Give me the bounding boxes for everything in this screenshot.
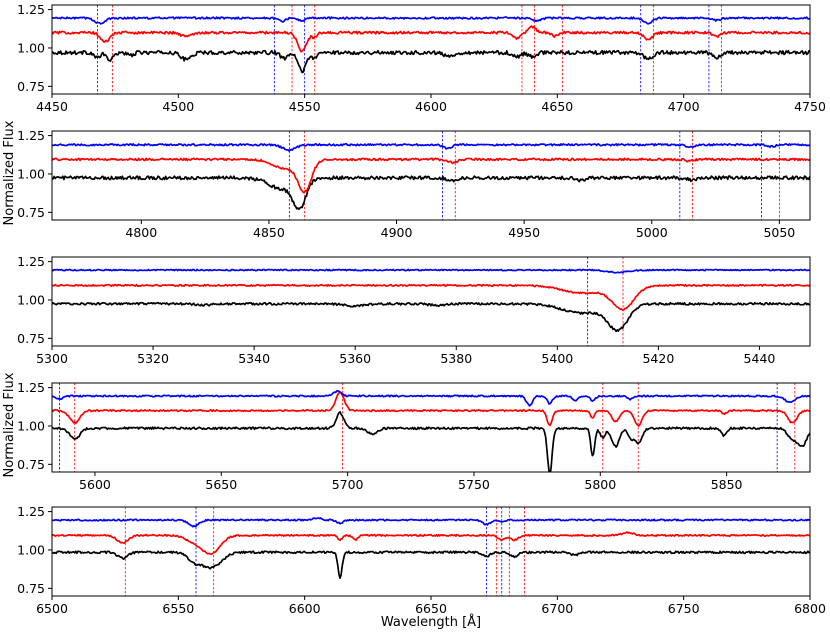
x-tick-label: 5380 bbox=[440, 351, 472, 366]
x-tick-label: 5420 bbox=[642, 351, 674, 366]
spectrum-series-blue bbox=[52, 390, 810, 407]
x-tick-label: 4750 bbox=[794, 99, 826, 114]
x-tick-label: 4900 bbox=[381, 225, 413, 240]
x-tick-label: 4500 bbox=[162, 99, 194, 114]
y-tick-label: 1.00 bbox=[17, 542, 45, 557]
spectrum-series-red bbox=[52, 531, 810, 556]
x-tick-label: 6550 bbox=[162, 601, 194, 616]
x-tick-label: 5000 bbox=[636, 225, 668, 240]
x-tick-label: 5750 bbox=[458, 477, 490, 492]
spectrum-series-black bbox=[52, 301, 810, 333]
y-tick-label: 1.25 bbox=[17, 504, 45, 519]
spectrum-series-blue bbox=[52, 143, 810, 152]
y-tick-label: 1.25 bbox=[17, 128, 45, 143]
x-tick-label: 5400 bbox=[541, 351, 573, 366]
spectrum-series-black bbox=[52, 550, 810, 579]
spectrum-series-red bbox=[52, 390, 810, 427]
x-tick-label: 5360 bbox=[339, 351, 371, 366]
x-tick-label: 5600 bbox=[79, 477, 111, 492]
x-tick-label: 4950 bbox=[508, 225, 540, 240]
y-tick-label: 1.25 bbox=[17, 254, 45, 269]
y-tick-label: 0.75 bbox=[17, 457, 45, 472]
y-tick-label: 1.00 bbox=[17, 166, 45, 181]
x-tick-label: 4550 bbox=[289, 99, 321, 114]
x-tick-label: 5440 bbox=[744, 351, 776, 366]
x-tick-label: 5700 bbox=[332, 477, 364, 492]
y-tick-label: 1.25 bbox=[17, 380, 45, 395]
spectrum-series-blue bbox=[52, 16, 810, 25]
spectrum-series-red bbox=[52, 283, 810, 312]
plot-area bbox=[52, 383, 810, 472]
axes-frame bbox=[51, 382, 811, 473]
spectrum-series-black bbox=[52, 49, 810, 74]
x-tick-label: 5300 bbox=[36, 351, 68, 366]
y-tick-label: 0.75 bbox=[17, 205, 45, 220]
x-tick-label: 5320 bbox=[137, 351, 169, 366]
x-tick-label: 6750 bbox=[668, 601, 700, 616]
spectrum-panel-4: 5600 5650 5700 5750 5800 5850 0.75 1.00 1.25 bbox=[17, 380, 811, 492]
plot-area bbox=[52, 131, 810, 220]
spectrum-series-blue bbox=[52, 517, 810, 528]
x-tick-label: 6700 bbox=[541, 601, 573, 616]
x-tick-label: 4450 bbox=[36, 99, 68, 114]
spectrum-panel-5: 6500 6550 6600 6650 6700 6750 6800 0.75 1.00 1.25 bbox=[17, 504, 826, 616]
spectrum-series-blue bbox=[52, 268, 810, 274]
spectrum-series-black bbox=[52, 175, 810, 211]
axes-frame bbox=[51, 256, 811, 347]
y-tick-label: 1.00 bbox=[17, 292, 45, 307]
x-tick-label: 4850 bbox=[253, 225, 285, 240]
spectra-panels: 4450 4500 4550 4600 4650 4700 4750 0.75 1.00 1.25… bbox=[17, 2, 826, 616]
x-tick-label: 5050 bbox=[763, 225, 795, 240]
plot-area bbox=[52, 507, 810, 596]
x-tick-label: 6600 bbox=[289, 601, 321, 616]
x-tick-label: 6500 bbox=[36, 601, 68, 616]
y-tick-label: 1.00 bbox=[17, 418, 45, 433]
spectrum-series-black bbox=[52, 411, 810, 472]
y-axis-label-bottom: Normalized Flux bbox=[2, 372, 17, 477]
y-axis-label-top: Normalized Flux bbox=[2, 120, 17, 225]
x-tick-label: 5340 bbox=[238, 351, 270, 366]
x-tick-label: 5850 bbox=[711, 477, 743, 492]
y-tick-label: 1.00 bbox=[17, 40, 45, 55]
y-tick-label: 0.75 bbox=[17, 79, 45, 94]
x-tick-label: 5800 bbox=[584, 477, 616, 492]
x-tick-label: 4600 bbox=[415, 99, 447, 114]
spectrum-series-red bbox=[52, 157, 810, 194]
x-tick-label: 4700 bbox=[668, 99, 700, 114]
x-tick-label: 6650 bbox=[415, 601, 447, 616]
spectrum-panel-3: 5300 5320 5340 5360 5380 5400 5420 5440 0.75 1.00… bbox=[17, 254, 811, 366]
x-tick-label: 6800 bbox=[794, 601, 826, 616]
x-axis-label: Wavelength [Å] bbox=[381, 614, 481, 630]
y-tick-label: 1.25 bbox=[17, 2, 45, 17]
spectrum-panel-2: 4800 4850 4900 4950 5000 5050 0.75 1.00 1.25 bbox=[17, 128, 811, 240]
plot-area bbox=[52, 5, 810, 94]
axes-frame bbox=[51, 130, 811, 221]
x-tick-label: 4800 bbox=[125, 225, 157, 240]
plot-area bbox=[52, 257, 810, 346]
spectrum-series-red bbox=[52, 25, 810, 53]
y-tick-label: 0.75 bbox=[17, 331, 45, 346]
y-tick-label: 0.75 bbox=[17, 581, 45, 596]
x-tick-label: 4650 bbox=[541, 99, 573, 114]
x-tick-label: 5650 bbox=[205, 477, 237, 492]
spectrum-panel-1: 4450 4500 4550 4600 4650 4700 4750 0.75 1.00 1.25 bbox=[17, 2, 826, 114]
